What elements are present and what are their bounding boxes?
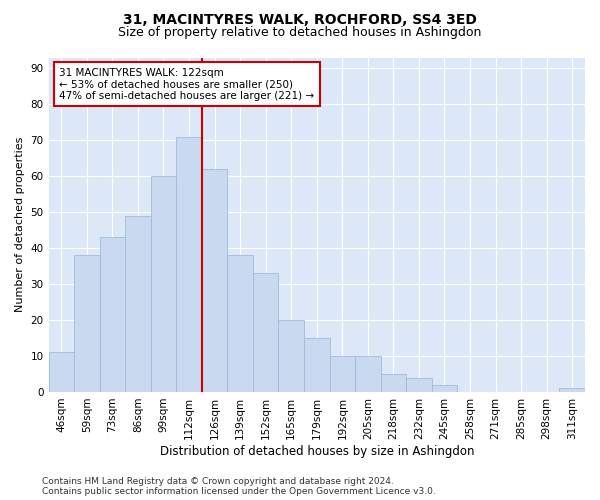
Bar: [355, 356, 380, 392]
Text: 31, MACINTYRES WALK, ROCHFORD, SS4 3ED: 31, MACINTYRES WALK, ROCHFORD, SS4 3ED: [123, 12, 477, 26]
X-axis label: Distribution of detached houses by size in Ashingdon: Distribution of detached houses by size …: [160, 444, 474, 458]
Bar: [304, 338, 329, 392]
Bar: [432, 385, 457, 392]
Text: 31 MACINTYRES WALK: 122sqm
← 53% of detached houses are smaller (250)
47% of sem: 31 MACINTYRES WALK: 122sqm ← 53% of deta…: [59, 68, 314, 100]
Bar: [380, 374, 406, 392]
Bar: [74, 256, 100, 392]
Bar: [559, 388, 585, 392]
Bar: [100, 238, 125, 392]
Bar: [125, 216, 151, 392]
Bar: [253, 274, 278, 392]
Y-axis label: Number of detached properties: Number of detached properties: [15, 137, 25, 312]
Bar: [151, 176, 176, 392]
Text: Size of property relative to detached houses in Ashingdon: Size of property relative to detached ho…: [118, 26, 482, 39]
Bar: [49, 352, 74, 392]
Bar: [278, 320, 304, 392]
Bar: [202, 169, 227, 392]
Bar: [176, 136, 202, 392]
Bar: [406, 378, 432, 392]
Text: Contains HM Land Registry data © Crown copyright and database right 2024.
Contai: Contains HM Land Registry data © Crown c…: [42, 476, 436, 496]
Bar: [227, 256, 253, 392]
Bar: [329, 356, 355, 392]
